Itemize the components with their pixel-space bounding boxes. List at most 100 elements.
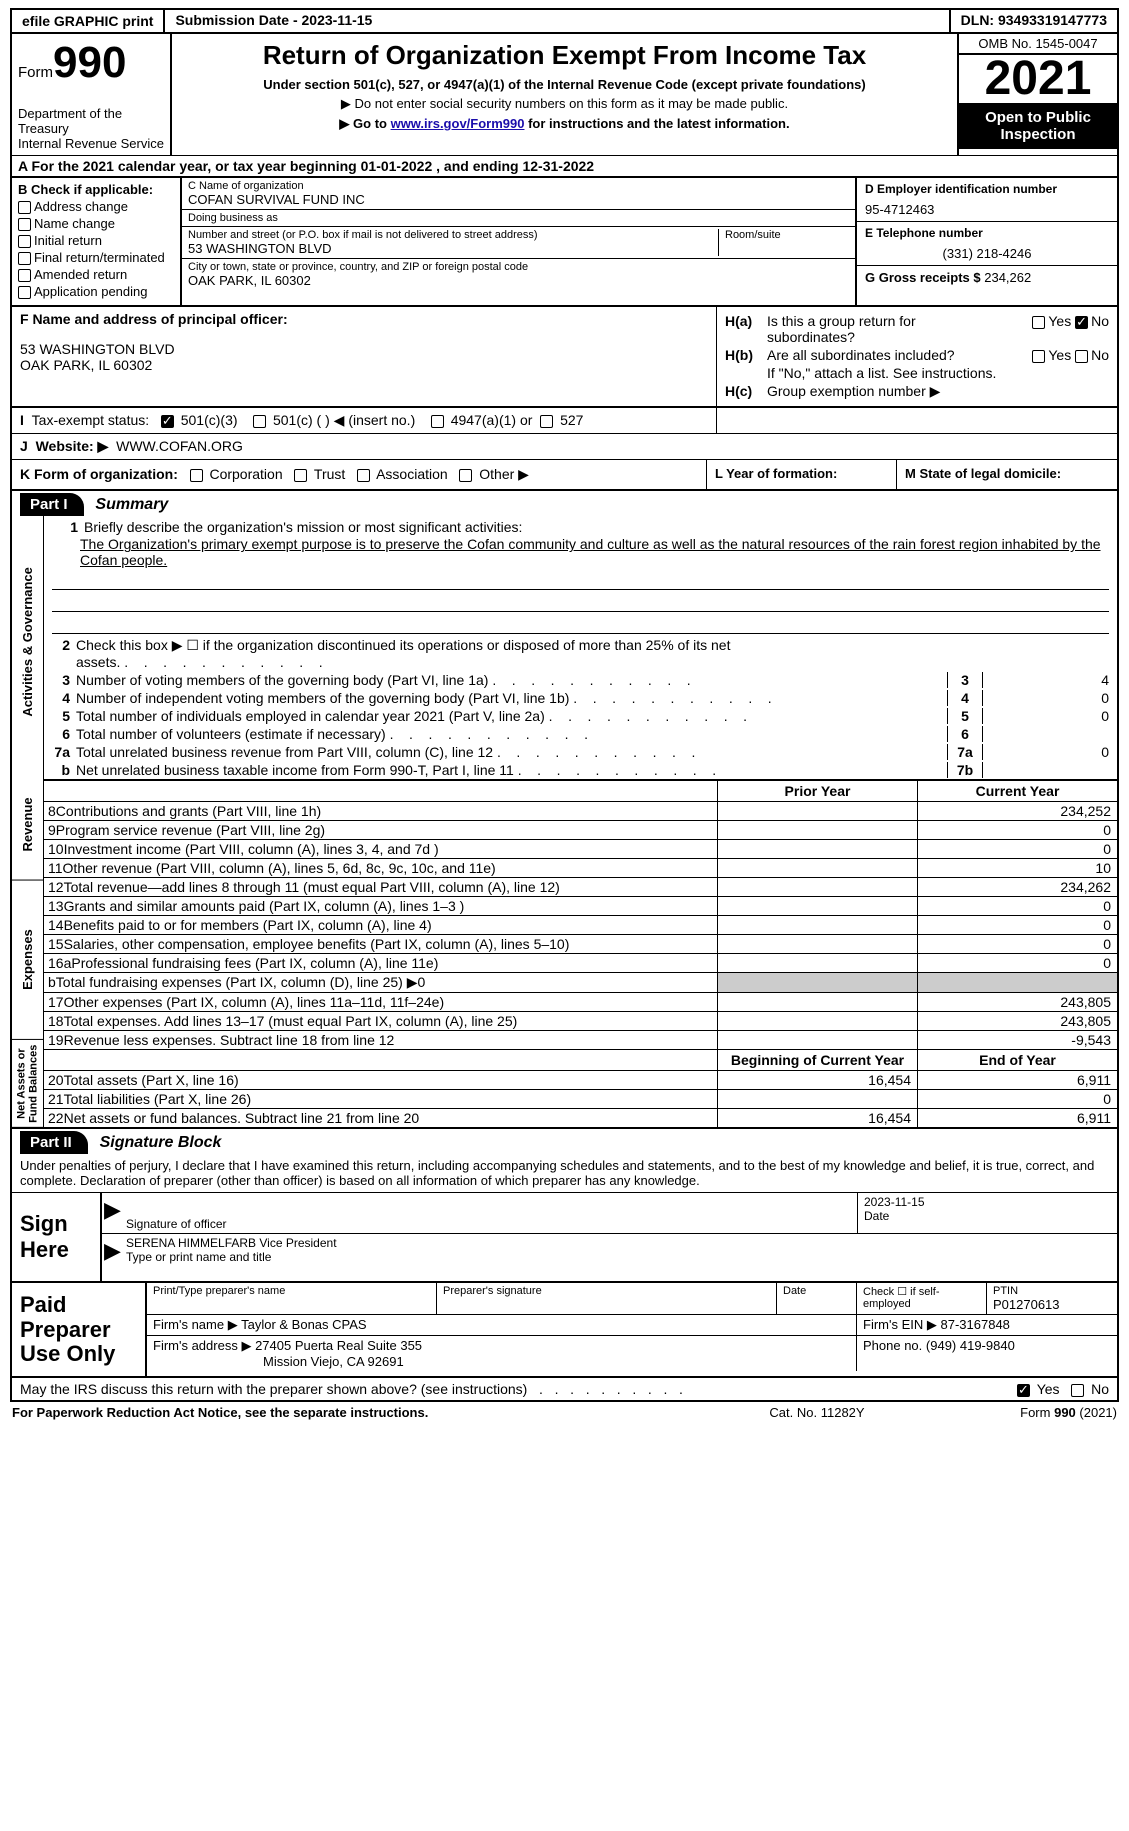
open-to-public: Open to Public Inspection [959, 103, 1117, 149]
prior-year-value [717, 821, 917, 839]
mission-label: Briefly describe the organization's miss… [84, 519, 1105, 535]
h-b-note: If "No," attach a list. See instructions… [767, 365, 1109, 381]
prior-year-value: 16,454 [717, 1109, 917, 1127]
type-name-label: Type or print name and title [126, 1250, 1111, 1264]
cb-initial-return[interactable]: Initial return [18, 233, 174, 248]
summary-line: 4 Number of independent voting members o… [44, 689, 1117, 707]
opt-4947: 4947(a)(1) or [451, 412, 533, 428]
row-label-cell: 10 Investment income (Part VIII, column … [44, 840, 717, 858]
cb-amended-return[interactable]: Amended return [18, 267, 174, 282]
checkbox-icon[interactable] [1032, 350, 1045, 363]
line-num: 7a [48, 744, 76, 760]
firm-name-value: Taylor & Bonas CPAS [241, 1317, 366, 1332]
underline [52, 616, 1109, 634]
room-label: Room/suite [725, 229, 849, 241]
sig-lab: Preparer's signature [443, 1285, 770, 1297]
part-i-header: Part I Summary [10, 491, 1119, 516]
checkbox-icon[interactable] [357, 469, 370, 482]
officer-name-line: ▶ SERENA HIMMELFARB Vice President Type … [102, 1234, 1117, 1268]
col-prior-year: Prior Year [717, 781, 917, 801]
col-d-ein: D Employer identification number 95-4712… [857, 178, 1117, 305]
checkbox-icon[interactable] [1071, 1384, 1084, 1397]
checkbox-icon[interactable] [1032, 316, 1045, 329]
cb-label: Final return/terminated [34, 250, 165, 265]
efile-print-button[interactable]: efile GRAPHIC print [12, 10, 165, 32]
form-990-page: efile GRAPHIC print Submission Date - 20… [0, 0, 1129, 1431]
h-b-row: H(b) Are all subordinates included? Yes … [725, 347, 1109, 363]
checkbox-icon[interactable] [459, 469, 472, 482]
row-label-cell: 19 Revenue less expenses. Subtract line … [44, 1031, 717, 1049]
line-box: 5 [947, 708, 983, 724]
cb-final-return[interactable]: Final return/terminated [18, 250, 174, 265]
sign-here-fields: ▶ Signature of officer 2023-11-15 Date ▶… [102, 1193, 1117, 1281]
lines-net: 20 Total assets (Part X, line 16) 16,454… [44, 1071, 1117, 1127]
checkbox-icon [18, 252, 31, 265]
h-c-text: Group exemption number ▶ [767, 383, 1109, 400]
vertical-tabs: Activities & Governance Revenue Expenses… [12, 516, 44, 1127]
line-a-tax-year: A For the 2021 calendar year, or tax yea… [10, 155, 1119, 178]
current-year-value: 243,805 [917, 1012, 1117, 1030]
ptin-value: P01270613 [993, 1297, 1111, 1312]
no-label: No [1091, 347, 1109, 363]
cb-address-change[interactable]: Address change [18, 199, 174, 214]
perjury-declaration: Under penalties of perjury, I declare th… [12, 1154, 1117, 1193]
part-i-badge: Part I [20, 493, 84, 516]
irs-gov-link[interactable]: www.irs.gov/Form990 [391, 116, 525, 131]
line-text: Number of independent voting members of … [76, 690, 947, 706]
b-header: B Check if applicable: [18, 182, 174, 197]
cb-application-pending[interactable]: Application pending [18, 284, 174, 299]
line-box: 3 [947, 672, 983, 688]
current-year-value: 0 [917, 954, 1117, 972]
checkbox-checked-icon[interactable] [1017, 1384, 1030, 1397]
spacer [725, 365, 767, 381]
checkbox-icon[interactable] [253, 415, 266, 428]
row-label-cell: 21 Total liabilities (Part X, line 26) [44, 1090, 717, 1108]
address-row: Number and street (or P.O. box if mail i… [182, 227, 855, 259]
table-row: 15 Salaries, other compensation, employe… [44, 935, 1117, 954]
line-num: 17 [48, 994, 64, 1010]
tax-year-end: 12-31-2022 [522, 158, 594, 174]
h-c-continued [717, 408, 1117, 433]
line-a-mid: , and ending [432, 158, 522, 174]
firm-addr2: Mission Viejo, CA 92691 [153, 1354, 850, 1369]
cb-name-change[interactable]: Name change [18, 216, 174, 231]
checkbox-icon[interactable] [190, 469, 203, 482]
table-row: 8 Contributions and grants (Part VIII, l… [44, 802, 1117, 821]
yes-label: Yes [1048, 313, 1071, 329]
prior-year-value [717, 897, 917, 915]
checkbox-checked-icon[interactable] [1075, 316, 1088, 329]
phone-lab: Phone no. [863, 1338, 922, 1353]
line-text: Total liabilities (Part X, line 26) [64, 1091, 252, 1107]
form-ref: Form 990 (2021) [917, 1405, 1117, 1420]
header-middle: Return of Organization Exempt From Incom… [172, 34, 957, 155]
line-num: 20 [48, 1072, 64, 1088]
table-row: 16a Professional fundraising fees (Part … [44, 954, 1117, 973]
may-irs-yesno: Yes No [1017, 1381, 1109, 1397]
current-year-value: 0 [917, 840, 1117, 858]
current-year-value: 0 [917, 1090, 1117, 1108]
current-year-value: 6,911 [917, 1071, 1117, 1089]
block-bcd: B Check if applicable: Address change Na… [10, 178, 1119, 307]
table-row: 13 Grants and similar amounts paid (Part… [44, 897, 1117, 916]
prior-year-value [717, 859, 917, 877]
row-i: I Tax-exempt status: 501(c)(3) 501(c) ( … [10, 408, 1119, 434]
line-text: Net assets or fund balances. Subtract li… [64, 1110, 420, 1126]
line-num: 13 [48, 898, 64, 914]
checkbox-icon[interactable] [540, 415, 553, 428]
col-boy: Beginning of Current Year [717, 1050, 917, 1070]
page-footer: For Paperwork Reduction Act Notice, see … [10, 1402, 1119, 1423]
cb-label: Initial return [34, 233, 102, 248]
officer-signature-line: ▶ Signature of officer 2023-11-15 Date [102, 1193, 1117, 1234]
form-prefix: Form [18, 64, 53, 81]
prior-year-value [717, 1031, 917, 1049]
checkbox-checked-icon[interactable] [161, 415, 174, 428]
submission-date: Submission Date - 2023-11-15 [165, 10, 948, 32]
row-label-cell: b Total fundraising expenses (Part IX, c… [44, 973, 717, 992]
header-left: Form990 Department of the Treasury Inter… [12, 34, 172, 155]
prior-year-value [717, 973, 917, 992]
row-label-cell: 17 Other expenses (Part IX, column (A), … [44, 993, 717, 1011]
checkbox-icon[interactable] [1075, 350, 1088, 363]
checkbox-icon[interactable] [431, 415, 444, 428]
checkbox-icon[interactable] [294, 469, 307, 482]
lines-ag: 2 Check this box ▶ ☐ if the organization… [44, 636, 1117, 779]
